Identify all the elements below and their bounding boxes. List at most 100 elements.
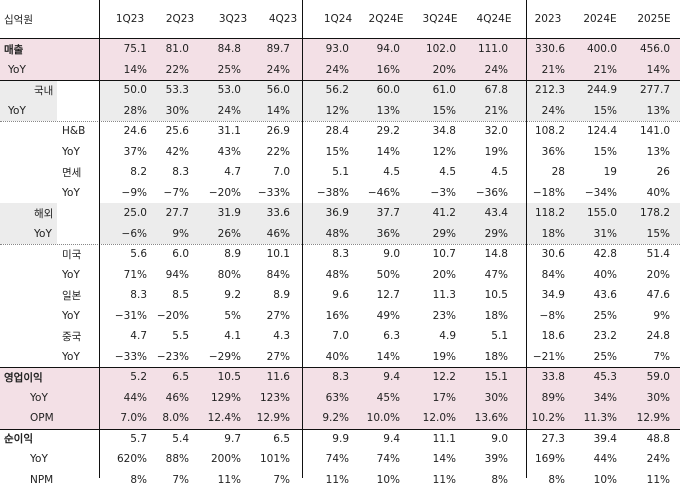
table-cell: 32.0: [458, 121, 508, 142]
table-cell: 12.9%: [240, 408, 290, 429]
table-cell: 4.3: [240, 326, 290, 347]
row-label: 순이익: [4, 429, 94, 450]
table-cell: 6.0: [139, 244, 189, 265]
table-cell: 102.0: [406, 39, 456, 60]
table-cell: 400.0: [567, 39, 617, 60]
table-cell: 74%: [299, 449, 349, 470]
table-cell: 45.3: [567, 367, 617, 388]
table-cell: 60.0: [350, 80, 400, 101]
table-cell: 34.8: [406, 121, 456, 142]
table-cell: 101%: [240, 449, 290, 470]
table-cell: 129%: [191, 388, 241, 409]
column-header: 4Q23: [253, 0, 313, 38]
table-cell: 24%: [191, 101, 241, 122]
table-cell: 20%: [406, 60, 456, 81]
table-cell: 22%: [240, 142, 290, 163]
table-cell: 24%: [458, 60, 508, 81]
table-cell: 4.1: [191, 326, 241, 347]
table-cell: 29%: [406, 224, 456, 245]
table-cell: 39.4: [567, 429, 617, 450]
table-cell: 11.3: [406, 285, 456, 306]
table-cell: 28: [515, 162, 565, 183]
table-cell: 61.0: [406, 80, 456, 101]
table-cell: 46%: [240, 224, 290, 245]
table-cell: 24.8: [620, 326, 670, 347]
table-cell: 24%: [515, 101, 565, 122]
table-cell: 36%: [350, 224, 400, 245]
table-cell: 169%: [515, 449, 565, 470]
table-cell: 67.8: [458, 80, 508, 101]
table-cell: 47%: [458, 265, 508, 286]
table-cell: 123%: [240, 388, 290, 409]
table-cell: 20%: [406, 265, 456, 286]
table-cell: −29%: [191, 347, 241, 368]
table-cell: 8.5: [139, 285, 189, 306]
table-cell: 10.1: [240, 244, 290, 265]
table-cell: 9%: [139, 224, 189, 245]
table-cell: −33%: [240, 183, 290, 204]
table-row: YoY−6%9%26%46%48%36%29%29%18%31%15%: [0, 224, 680, 245]
column-divider: [302, 0, 303, 478]
table-cell: 19%: [458, 142, 508, 163]
table-cell: 31.1: [191, 121, 241, 142]
table-cell: −8%: [515, 306, 565, 327]
table-cell: 53.0: [191, 80, 241, 101]
table-cell: 14%: [620, 60, 670, 81]
table-cell: 178.2: [620, 203, 670, 224]
table-cell: 63%: [299, 388, 349, 409]
unit-label: 십억원: [4, 0, 64, 38]
column-header: 2024E: [570, 0, 630, 38]
table-cell: 30%: [458, 388, 508, 409]
table-cell: −20%: [191, 183, 241, 204]
table-cell: 12.0%: [406, 408, 456, 429]
table-cell: 31.9: [191, 203, 241, 224]
table-cell: 15%: [620, 224, 670, 245]
row-label: YoY: [8, 101, 98, 122]
table-cell: 212.3: [515, 80, 565, 101]
table-cell: 19: [567, 162, 617, 183]
row-label: 매출: [4, 39, 94, 60]
table-cell: 4.5: [406, 162, 456, 183]
table-cell: 14%: [350, 142, 400, 163]
table-cell: 29%: [458, 224, 508, 245]
table-cell: 4.5: [350, 162, 400, 183]
table-cell: 8.3: [299, 244, 349, 265]
table-cell: 141.0: [620, 121, 670, 142]
table-cell: 9.4: [350, 367, 400, 388]
table-cell: 84%: [240, 265, 290, 286]
table-cell: 27.3: [515, 429, 565, 450]
table-cell: 244.9: [567, 80, 617, 101]
table-cell: 40%: [299, 347, 349, 368]
table-cell: 59.0: [620, 367, 670, 388]
column-divider: [526, 0, 527, 478]
table-cell: 22%: [139, 60, 189, 81]
table-cell: 10.2%: [515, 408, 565, 429]
table-cell: 34%: [567, 388, 617, 409]
table-cell: 27%: [240, 347, 290, 368]
table-cell: 9.0: [350, 244, 400, 265]
column-divider: [99, 0, 100, 478]
table-cell: 124.4: [567, 121, 617, 142]
table-cell: 12.9%: [620, 408, 670, 429]
table-cell: 18%: [515, 224, 565, 245]
table-cell: 26%: [191, 224, 241, 245]
table-cell: 11.1: [406, 429, 456, 450]
table-cell: 13%: [620, 101, 670, 122]
table-cell: 12.4%: [191, 408, 241, 429]
table-cell: 26: [620, 162, 670, 183]
table-cell: 34.9: [515, 285, 565, 306]
table-cell: 9.7: [191, 429, 241, 450]
table-cell: 42.8: [567, 244, 617, 265]
table-cell: 33.8: [515, 367, 565, 388]
table-cell: 9.2%: [299, 408, 349, 429]
table-cell: 12%: [406, 142, 456, 163]
table-cell: 45%: [350, 388, 400, 409]
table-cell: 9%: [620, 306, 670, 327]
table-cell: 6.5: [240, 429, 290, 450]
table-cell: 15%: [567, 142, 617, 163]
